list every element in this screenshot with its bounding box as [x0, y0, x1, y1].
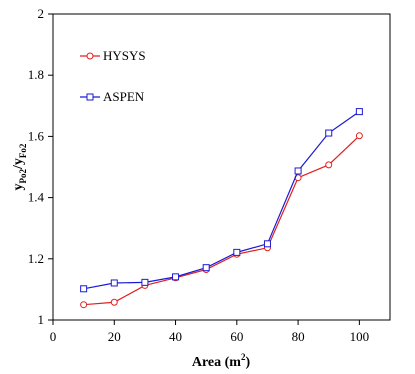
data-point [355, 108, 363, 116]
x-tick-label: 60 [230, 329, 243, 344]
data-point [110, 298, 118, 306]
data-point [263, 240, 271, 248]
y-tick-label: 1.6 [28, 128, 45, 143]
data-point [325, 161, 333, 169]
legend-marker [86, 52, 94, 60]
data-point [294, 167, 302, 175]
legend-marker [86, 93, 94, 101]
x-tick-label: 80 [292, 329, 305, 344]
data-point [141, 278, 149, 286]
series-hysys [80, 132, 363, 309]
y-tick-label: 1.2 [28, 251, 44, 266]
x-tick-label: 40 [169, 329, 182, 344]
data-point [325, 129, 333, 137]
x-tick-label: 20 [108, 329, 121, 344]
y-tick-label: 1.4 [28, 190, 45, 205]
data-point [202, 264, 210, 272]
y-tick-label: 1 [38, 312, 45, 327]
data-point [172, 273, 180, 281]
data-point [80, 285, 88, 293]
data-point [110, 279, 118, 287]
plot-frame [52, 13, 391, 321]
y-tick-label: 1.8 [28, 67, 44, 82]
legend: HYSYS ASPEN [80, 48, 146, 104]
data-point [233, 248, 241, 256]
series-line-aspen [83, 111, 360, 290]
data-point [80, 301, 88, 309]
y-axis-title: yPo2/yFo2 [11, 143, 28, 190]
x-tick-label: 100 [350, 329, 370, 344]
series-group [80, 108, 363, 309]
legend-label: HYSYS [103, 48, 146, 63]
x-tick-label: 0 [50, 329, 57, 344]
data-point [355, 132, 363, 140]
series-aspen [80, 108, 363, 293]
y-tick-label: 2 [38, 6, 45, 21]
ticks-group: 0 20 40 60 80 100 1 1.2 1.4 1.6 1.8 2 [28, 6, 369, 344]
series-line-hysys [83, 135, 360, 306]
x-axis-title: Area (m2) [192, 352, 251, 370]
legend-item-hysys: HYSYS [80, 48, 146, 63]
legend-item-aspen: ASPEN [80, 89, 145, 104]
legend-label: ASPEN [103, 89, 145, 104]
